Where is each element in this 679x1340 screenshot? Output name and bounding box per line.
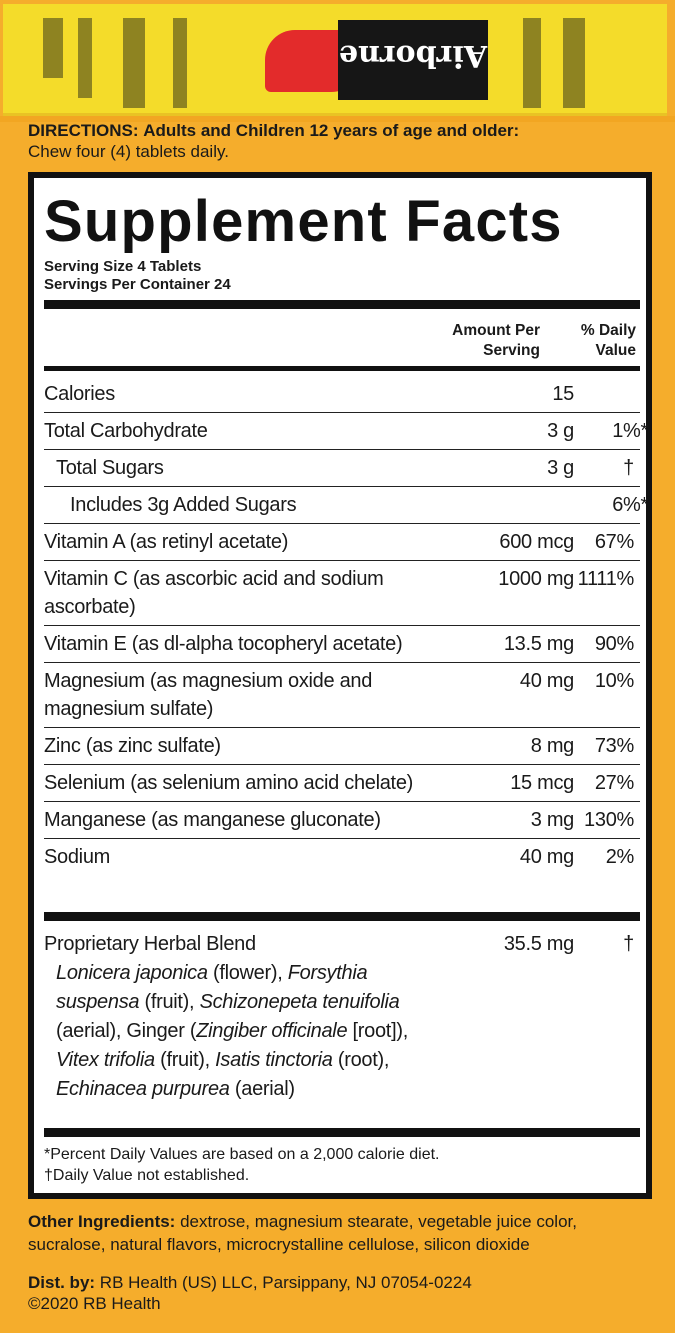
nutrient-row: Calories 15 bbox=[44, 376, 640, 413]
nutrient-dv: 10% bbox=[594, 670, 634, 692]
thick-divider bbox=[44, 300, 640, 309]
nutrient-name: Total Carbohydrate bbox=[44, 420, 208, 442]
thick-divider bbox=[44, 1128, 640, 1137]
flap-text-upside-down bbox=[563, 18, 585, 108]
nutrient-name: Vitamin A (as retinyl acetate) bbox=[44, 531, 289, 553]
nutrient-dv: 6%* bbox=[612, 494, 648, 516]
top-flap: Airborne bbox=[3, 4, 667, 116]
nutrient-name: Manganese (as manganese gluconate) bbox=[44, 809, 381, 831]
nutrient-name: Magnesium (as magnesium oxide and magnes… bbox=[44, 670, 373, 720]
nutrient-name: Total Sugars bbox=[56, 457, 164, 479]
nutrient-row: Vitamin A (as retinyl acetate) 600 mcg 67% bbox=[44, 524, 640, 561]
nutrient-dv: 67% bbox=[594, 531, 634, 553]
nutrient-dv: 1111% bbox=[577, 568, 635, 590]
nutrient-amount: 15 mcg bbox=[510, 772, 574, 794]
nutrient-rows: Calories 15 Total Carbohydrate 3 g 1%* Total … bbox=[44, 376, 648, 875]
flap-edge bbox=[0, 116, 675, 122]
nutrient-name: Sodium bbox=[44, 846, 111, 868]
blend-ingredient: Isatis tinctoria (root), bbox=[215, 1049, 390, 1071]
thick-divider bbox=[44, 912, 640, 921]
nutrient-dv: 2% bbox=[605, 846, 635, 868]
nutrient-name: Includes 3g Added Sugars bbox=[70, 494, 297, 516]
blend-ingredient: Schizonepeta tenuifolia (aerial), bbox=[56, 991, 400, 1042]
blend-ingredients: Lonicera japonica (flower), Forsythia su… bbox=[44, 959, 436, 1104]
nutrient-amount: 40 mg bbox=[519, 846, 574, 868]
nutrient-amount: 600 mcg bbox=[499, 531, 574, 553]
other-ingredients: Other Ingredients: dextrose, magnesium s… bbox=[28, 1212, 577, 1254]
nutrient-name: Vitamin C (as ascorbic acid and sodium a… bbox=[44, 568, 384, 618]
nutrient-amount: 8 mg bbox=[530, 735, 575, 757]
medium-divider bbox=[44, 366, 640, 371]
dv-header: % Daily Value bbox=[580, 322, 636, 359]
blend-ingredient: Echinacea purpurea (aerial) bbox=[56, 1078, 295, 1100]
blend-ingredient: Vitex trifolia (fruit), bbox=[56, 1049, 216, 1071]
nutrient-dv: † bbox=[623, 457, 634, 479]
nutrient-row: Vitamin C (as ascorbic acid and sodium a… bbox=[44, 561, 640, 626]
footnotes: *Percent Daily Values are based on a 2,0… bbox=[44, 1146, 440, 1184]
nutrient-row: Includes 3g Added Sugars 6%* bbox=[44, 487, 648, 524]
flap-text-upside-down bbox=[78, 18, 92, 98]
blend-ingredient: Lonicera japonica (flower), bbox=[56, 962, 288, 984]
nutrient-amount: 1000 mg bbox=[498, 568, 574, 590]
flap-text-upside-down bbox=[43, 18, 63, 78]
nutrient-amount: 3 mg bbox=[530, 809, 575, 831]
nutrient-row: Vitamin E (as dl-alpha tocopheryl acetat… bbox=[44, 626, 640, 663]
proprietary-blend: Proprietary Herbal Blend 35.5 mg † Lonic… bbox=[44, 930, 640, 1104]
nutrient-dv: 130% bbox=[584, 809, 634, 831]
blend-ingredient: Ginger (Zingiber officinale [root]), bbox=[126, 1020, 408, 1042]
nutrient-name: Calories bbox=[44, 383, 115, 405]
nutrient-amount: 3 g bbox=[547, 420, 574, 442]
nutrient-amount: 3 g bbox=[547, 457, 574, 479]
nutrient-dv: 90% bbox=[594, 633, 634, 655]
nutrient-amount: 40 mg bbox=[519, 670, 574, 692]
nutrient-row: Magnesium (as magnesium oxide and magnes… bbox=[44, 663, 640, 728]
brand-logo: Airborne bbox=[338, 20, 488, 100]
nutrient-dv: 73% bbox=[594, 735, 634, 757]
flap-text-upside-down bbox=[123, 18, 145, 108]
nutrient-row: Sodium 40 mg 2% bbox=[44, 839, 640, 875]
nutrient-dv: 1%* bbox=[612, 420, 648, 442]
nutrient-name: Zinc (as zinc sulfate) bbox=[44, 735, 221, 757]
directions: DIRECTIONS: Adults and Children 12 years… bbox=[28, 121, 520, 161]
nutrient-amount: 15 bbox=[552, 383, 574, 405]
blend-ingredient: Forsythia suspensa (fruit), bbox=[56, 962, 368, 1013]
distributor: Dist. by: RB Health (US) LLC, Parsippany… bbox=[28, 1273, 472, 1313]
panel-title: Supplement Facts bbox=[44, 189, 563, 254]
amount-header: Amount Per Serving bbox=[452, 322, 540, 359]
nutrient-row: Zinc (as zinc sulfate) 8 mg 73% bbox=[44, 728, 640, 765]
nutrient-row: Total Sugars 3 g † bbox=[44, 450, 640, 487]
nutrient-row: Manganese (as manganese gluconate) 3 mg 13… bbox=[44, 802, 640, 839]
nutrient-row: Selenium (as selenium amino acid chelate… bbox=[44, 765, 640, 802]
nutrient-row: Total Carbohydrate 3 g 1%* bbox=[44, 413, 648, 450]
supplement-facts-panel: Supplement Facts Serving Size 4 Tablets … bbox=[28, 172, 652, 1199]
nutrient-name: Vitamin E (as dl-alpha tocopheryl acetat… bbox=[44, 633, 403, 655]
nutrient-amount: 13.5 mg bbox=[503, 633, 574, 655]
nutrient-name: Selenium (as selenium amino acid chelate… bbox=[44, 772, 413, 794]
serving-info: Serving Size 4 Tablets Servings Per Cont… bbox=[44, 258, 231, 293]
flap-text-upside-down bbox=[173, 18, 187, 108]
flap-text-upside-down bbox=[523, 18, 541, 108]
nutrient-dv: 27% bbox=[594, 772, 634, 794]
